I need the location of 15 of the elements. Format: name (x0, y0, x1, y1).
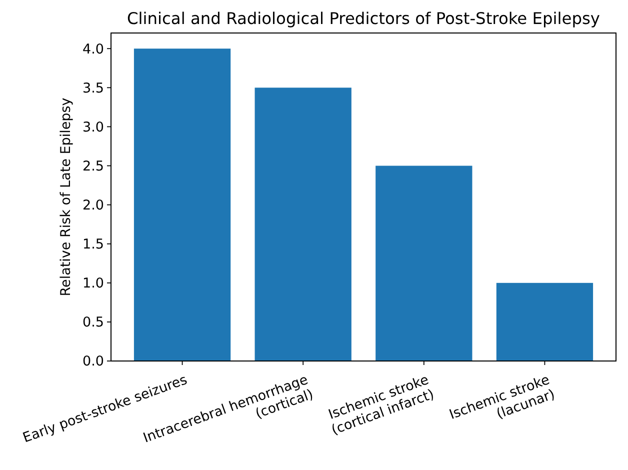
y-tick-label: 4.0 (82, 41, 104, 58)
y-tick-label: 3.5 (82, 80, 104, 96)
y-tick-label: 2.5 (82, 158, 104, 174)
bar (254, 88, 352, 361)
bar (496, 282, 594, 361)
y-tick-label: 2.0 (82, 198, 104, 214)
bar (134, 48, 231, 361)
y-axis-title: Relative Risk of Late Epilepsy (58, 98, 74, 296)
y-tick-label: 0.5 (82, 314, 104, 331)
y-tick-label: 0.0 (82, 354, 104, 370)
y-tick-label: 1.0 (82, 276, 104, 292)
y-tick-label: 3.0 (82, 119, 104, 136)
chart-title: Clinical and Radiological Predictors of Post-Stroke Epilepsy (126, 9, 600, 28)
y-tick-label: 1.5 (82, 236, 104, 253)
bar (376, 166, 472, 361)
